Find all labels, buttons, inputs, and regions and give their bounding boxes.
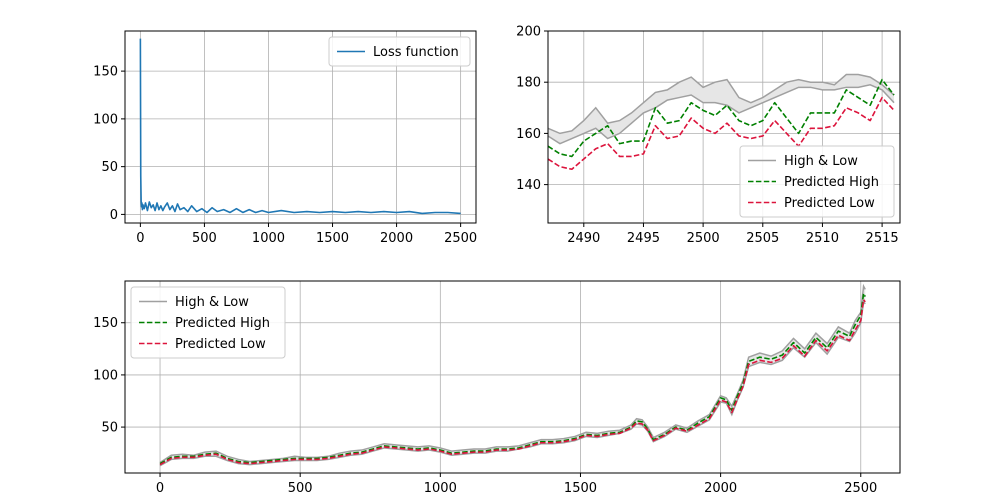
- legend-box: [328, 36, 471, 67]
- x-tick-label: 2500: [687, 231, 720, 246]
- legend-label: Loss function: [373, 45, 459, 60]
- high-line: [548, 73, 895, 135]
- x-tick-label: 0: [136, 231, 144, 246]
- y-tick-label: 140: [516, 178, 541, 193]
- high-line: [159, 283, 866, 464]
- legend: High & Low Predicted High Predicted Low: [130, 286, 286, 359]
- x-tick-label: 1000: [252, 231, 285, 246]
- legend-box: [739, 145, 895, 218]
- x-tick-label: 2490: [567, 231, 600, 246]
- predicted-high-line: [159, 292, 866, 465]
- legend: Loss function: [328, 36, 471, 67]
- y-tick-label: 50: [101, 421, 118, 436]
- legend-label: Predicted Low: [175, 337, 266, 352]
- plot-area: [548, 73, 895, 171]
- x-tick-label: 2515: [866, 231, 899, 246]
- y-tick-label: 160: [516, 127, 541, 142]
- low-line: [159, 300, 866, 467]
- x-tick-label: 2505: [746, 231, 779, 246]
- legend-label: Predicted Low: [784, 196, 875, 211]
- y-tick-label: 0: [110, 208, 118, 223]
- loss-chart: 0 500 1000 1500 2000 2500 0 50 100 150 Loss functi…: [93, 30, 477, 246]
- legend-label: High & Low: [175, 295, 249, 310]
- axes-frame: [547, 30, 901, 224]
- x-tick-label: 2500: [844, 481, 877, 496]
- legend-label: Predicted High: [175, 316, 270, 331]
- plot-area: [139, 38, 461, 215]
- x-tick-label: 2510: [806, 231, 839, 246]
- predicted-low-line: [159, 298, 866, 466]
- x-tick-label: 1500: [316, 231, 349, 246]
- x-tick-label: 2000: [704, 481, 737, 496]
- x-tick-label: 1000: [424, 481, 457, 496]
- legend-label: Predicted High: [784, 175, 879, 190]
- legend: High & Low Predicted High Predicted Low: [739, 145, 895, 218]
- y-tick-label: 180: [516, 76, 541, 91]
- zoomed-prediction-chart: 2490 2495 2500 2505 2510 2515 140 160 180 200 High…: [516, 25, 901, 246]
- x-tick-label: 2495: [627, 231, 660, 246]
- x-tick-label: 500: [288, 481, 313, 496]
- y-tick-label: 150: [93, 316, 118, 331]
- x-tick-label: 0: [156, 481, 164, 496]
- legend-box: [130, 286, 286, 359]
- y-tick-label: 200: [516, 25, 541, 40]
- y-tick-label: 100: [93, 368, 118, 383]
- predicted-high-line: [548, 78, 895, 158]
- high-low-band: [548, 74, 895, 144]
- low-line: [548, 83, 895, 145]
- axes-frame: [124, 30, 477, 224]
- y-tick-label: 150: [93, 65, 118, 80]
- loss-function-line: [139, 38, 461, 215]
- x-tick-label: 500: [192, 231, 217, 246]
- legend-label: High & Low: [784, 154, 858, 169]
- plot-area: [159, 283, 866, 467]
- full-prediction-chart: 0 500 1000 1500 2000 2500 50 100 150 High & Low Pr…: [93, 280, 901, 496]
- axes-frame: [124, 280, 901, 474]
- predicted-low-line: [548, 96, 895, 171]
- x-tick-label: 1500: [564, 481, 597, 496]
- x-tick-label: 2000: [380, 231, 413, 246]
- y-tick-label: 50: [101, 160, 118, 175]
- y-tick-label: 100: [93, 112, 118, 127]
- x-tick-label: 2500: [444, 231, 477, 246]
